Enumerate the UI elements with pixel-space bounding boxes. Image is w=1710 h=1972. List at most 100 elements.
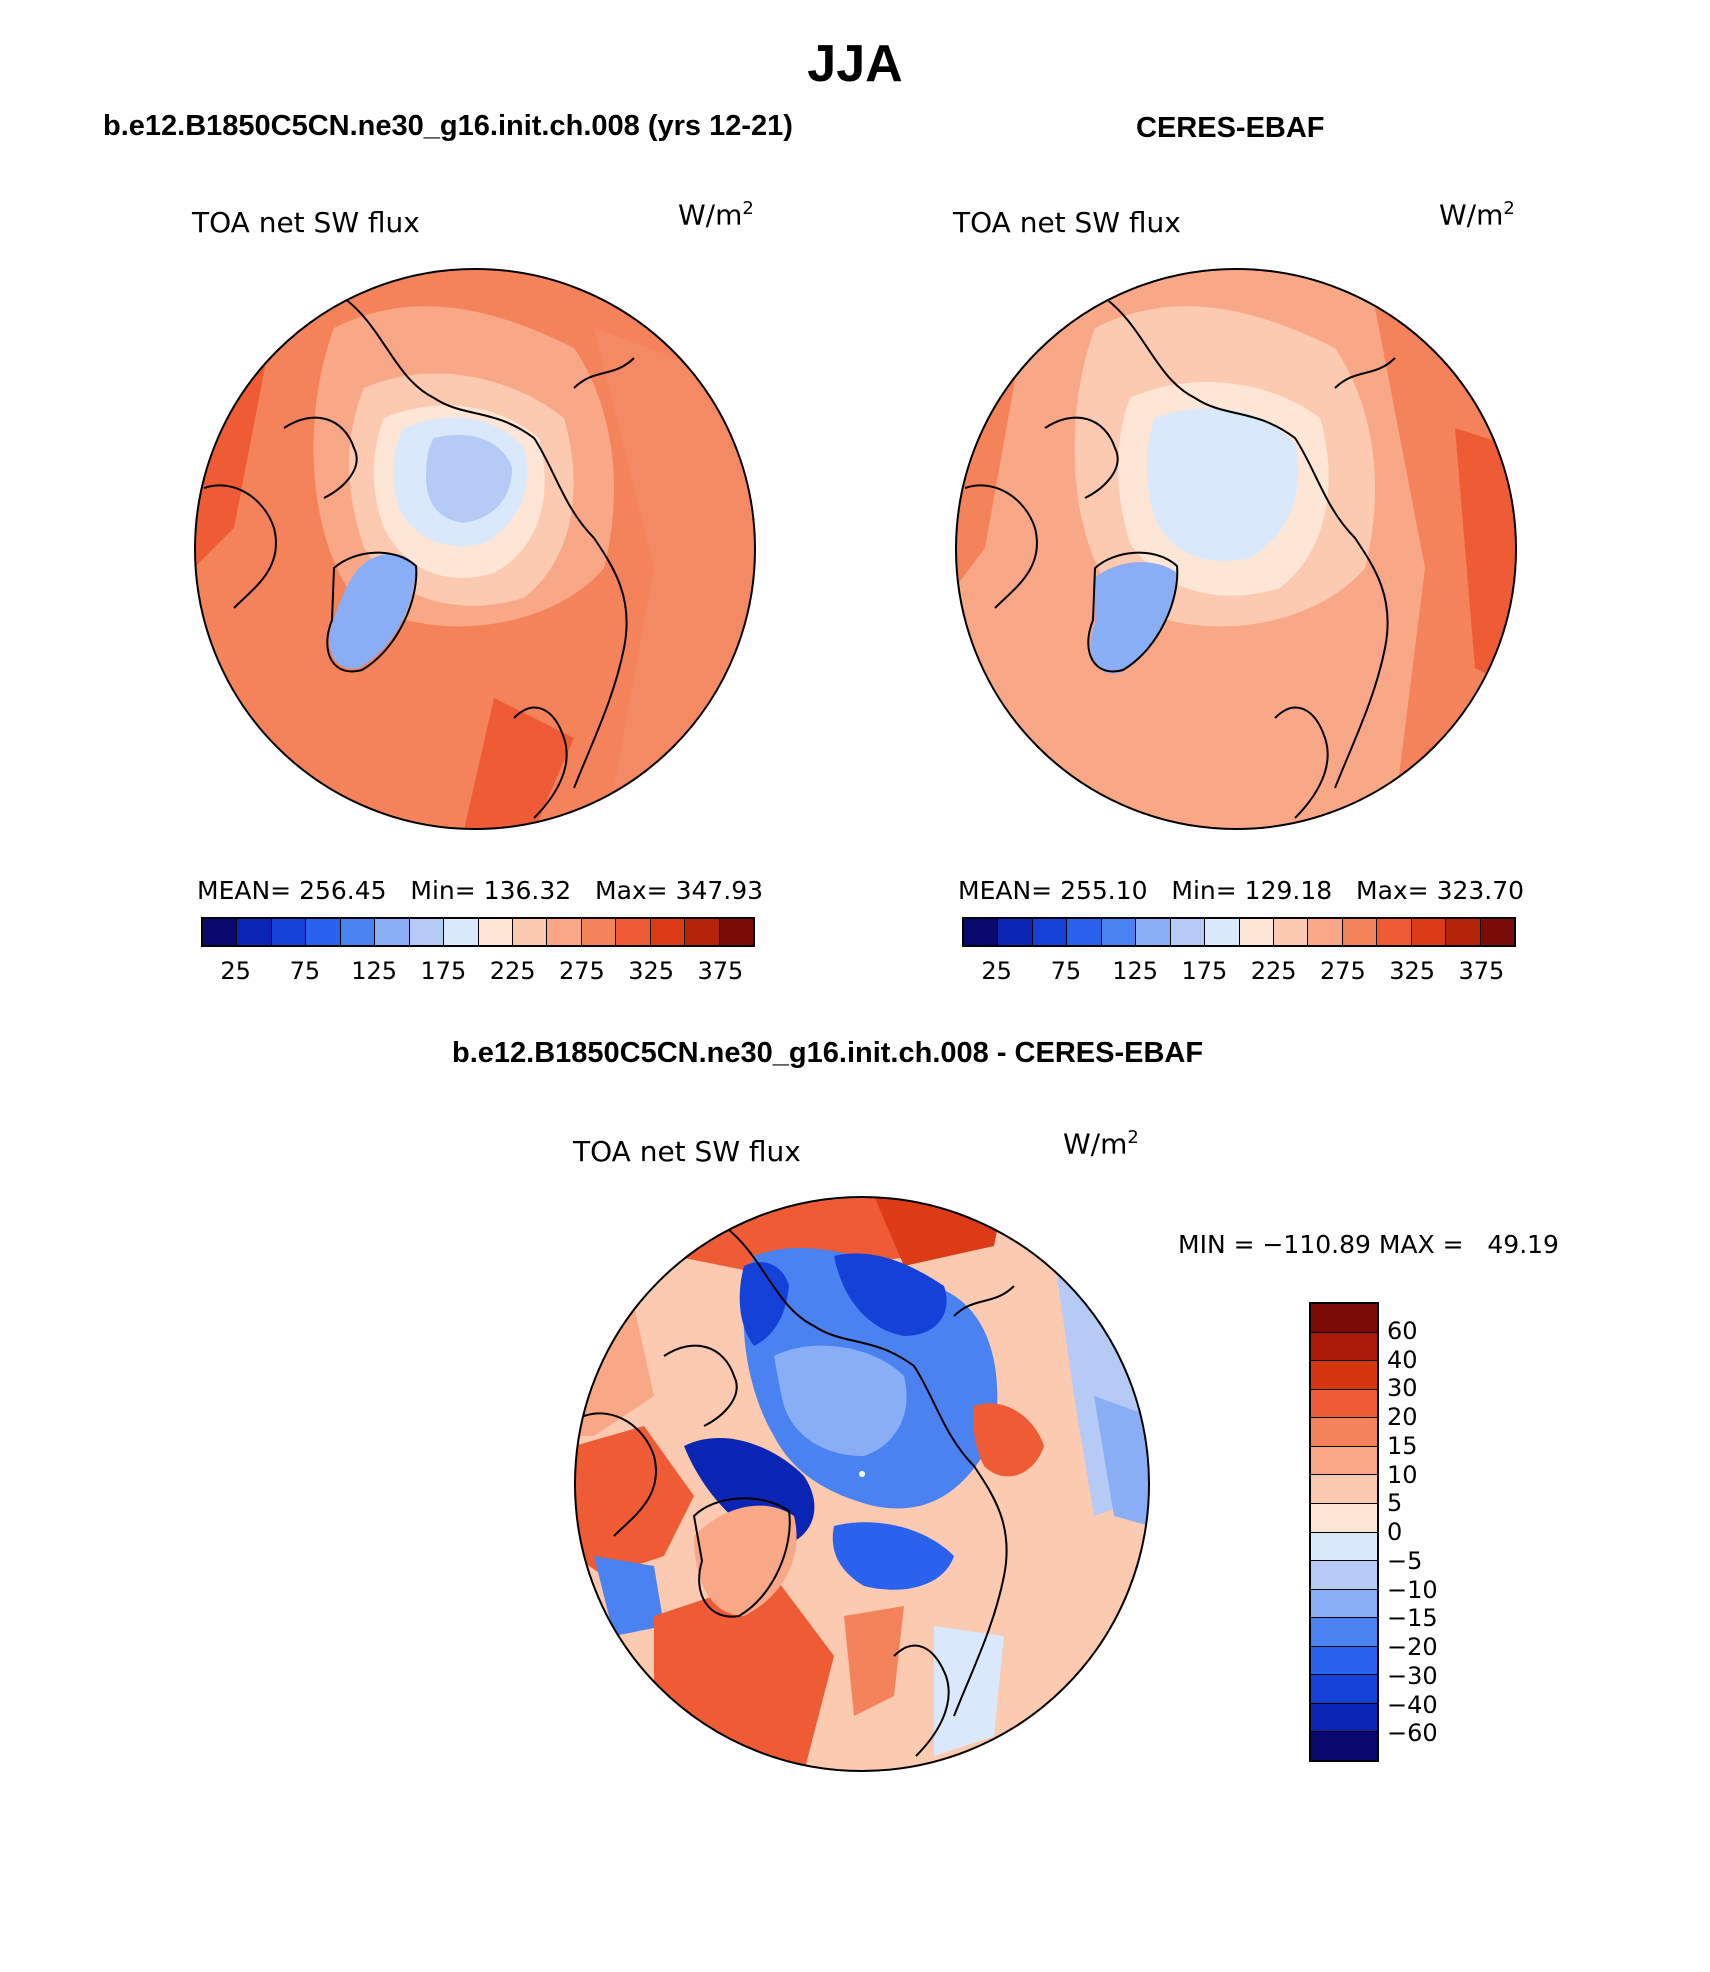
colorbar-tick-label: 175 xyxy=(1181,957,1228,985)
map-boundary xyxy=(194,268,756,830)
colorbar-swatch xyxy=(1342,919,1378,945)
colorbar-tick-label: 10 xyxy=(1387,1460,1418,1489)
colorbar-swatch xyxy=(1446,919,1481,945)
colorbar-swatch xyxy=(271,919,307,945)
colorbar-tick-label: 0 xyxy=(1387,1518,1403,1546)
polar-map-model xyxy=(194,268,756,830)
colorbar-swatch xyxy=(964,919,999,945)
colorbar-tick-label: 225 xyxy=(1250,957,1297,985)
colorbar-swatch xyxy=(1311,1703,1377,1733)
figure-title: JJA xyxy=(807,35,903,93)
colorbar-tick-label: 25 xyxy=(981,957,1012,985)
colorbar-swatch xyxy=(1239,919,1274,945)
panel-title-obs: CERES-EBAF xyxy=(1136,112,1325,144)
colorbar-swatch xyxy=(1311,1646,1377,1676)
colorbar-tick-label: −60 xyxy=(1387,1719,1438,1748)
colorbar-swatch xyxy=(1311,1675,1377,1704)
colorbar-swatch xyxy=(1311,1418,1377,1447)
colorbar-tick-label: 40 xyxy=(1387,1345,1418,1374)
colorbar-tick-label: 325 xyxy=(628,957,675,985)
colorbar-tick-label: 375 xyxy=(1458,957,1505,985)
colorbar-tick-label: 25 xyxy=(220,957,251,985)
plot-label-obs: TOA net SW flux xyxy=(953,206,1181,239)
colorbar-swatch xyxy=(409,919,445,945)
colorbar-swatch xyxy=(1311,1475,1377,1504)
panel-title-diff: b.e12.B1850C5CN.ne30_g16.init.ch.008 - C… xyxy=(452,1037,1204,1069)
colorbar-obs xyxy=(962,917,1516,947)
colorbar-tick-label: −40 xyxy=(1387,1690,1438,1719)
colorbar-swatch xyxy=(1101,919,1137,945)
stats-obs: MEAN= 255.10 Min= 129.18 Max= 323.70 xyxy=(958,876,1525,905)
colorbar-tick-label: −15 xyxy=(1387,1604,1438,1633)
colorbar-swatch xyxy=(1308,919,1343,945)
units-model: W/m2 xyxy=(678,198,754,232)
colorbar-tick-label: 75 xyxy=(289,957,321,985)
colorbar-swatch xyxy=(1311,1589,1377,1619)
colorbar-swatch xyxy=(1273,919,1309,945)
colorbar-swatch xyxy=(1205,919,1240,945)
colorbar-tick-label: 175 xyxy=(420,957,467,985)
colorbar-swatch xyxy=(1311,1304,1377,1333)
colorbar-swatch xyxy=(340,919,376,945)
colorbar-tick-label: 60 xyxy=(1387,1316,1418,1345)
polar-map-obs xyxy=(955,268,1517,830)
colorbar-swatch xyxy=(1136,919,1171,945)
colorbar-swatch xyxy=(1377,919,1412,945)
colorbar-swatch xyxy=(719,919,753,945)
colorbar-swatch xyxy=(1311,1532,1377,1562)
map-boundary xyxy=(574,1196,1150,1772)
colorbar-swatch xyxy=(685,919,720,945)
polar-map-diff xyxy=(574,1196,1150,1772)
colorbar-swatch xyxy=(375,919,410,945)
colorbar-tick-label: 75 xyxy=(1050,957,1082,985)
colorbar-swatch xyxy=(1480,919,1514,945)
units-diff: W/m2 xyxy=(1063,1127,1139,1161)
colorbar-swatch xyxy=(306,919,341,945)
colorbar-swatch xyxy=(616,919,651,945)
colorbar-swatch xyxy=(1311,1618,1377,1647)
colorbar-swatch xyxy=(512,919,548,945)
colorbar-swatch xyxy=(1311,1503,1377,1533)
colorbar-swatch xyxy=(1311,1561,1377,1590)
colorbar-tick-label: −10 xyxy=(1387,1575,1438,1604)
colorbar-swatch xyxy=(998,919,1033,945)
colorbar-swatch xyxy=(1411,919,1447,945)
colorbar-swatch xyxy=(478,919,513,945)
stats-model: MEAN= 256.45 Min= 136.32 Max= 347.93 xyxy=(197,876,764,905)
colorbar-swatch xyxy=(650,919,686,945)
colorbar-swatch xyxy=(1311,1389,1377,1419)
colorbar-swatch xyxy=(203,919,238,945)
units-obs: W/m2 xyxy=(1439,198,1515,232)
plot-label-model: TOA net SW flux xyxy=(192,206,420,239)
colorbar-swatch xyxy=(1067,919,1102,945)
colorbar-tick-label: −5 xyxy=(1387,1546,1423,1575)
colorbar-tick-label: 125 xyxy=(351,957,398,985)
colorbar-tick-label: 20 xyxy=(1387,1403,1418,1431)
colorbar-tick-label: 325 xyxy=(1389,957,1436,985)
colorbar-swatch xyxy=(444,919,479,945)
map-boundary xyxy=(955,268,1517,830)
colorbar-model xyxy=(201,917,755,947)
colorbar-swatch xyxy=(1311,1361,1377,1390)
colorbar-swatch xyxy=(1311,1446,1377,1476)
colorbar-swatch xyxy=(1311,1732,1377,1760)
pole-marker xyxy=(859,1471,865,1477)
plot-label-diff: TOA net SW flux xyxy=(573,1135,801,1168)
stats-diff: MIN = −110.89 MAX = 49.19 xyxy=(1178,1230,1559,1259)
colorbar-swatch xyxy=(1032,919,1068,945)
colorbar-tick-label: 275 xyxy=(1319,957,1366,985)
colorbar-swatch xyxy=(1170,919,1206,945)
colorbar-tick-label: −20 xyxy=(1387,1633,1438,1661)
panel-title-model: b.e12.B1850C5CN.ne30_g16.init.ch.008 (yr… xyxy=(103,110,793,142)
colorbar-diff xyxy=(1309,1302,1379,1762)
colorbar-swatch xyxy=(237,919,272,945)
colorbar-tick-label: 375 xyxy=(697,957,744,985)
colorbar-tick-label: 125 xyxy=(1112,957,1159,985)
colorbar-tick-label: 5 xyxy=(1387,1489,1403,1518)
colorbar-tick-label: 30 xyxy=(1387,1374,1418,1403)
colorbar-swatch xyxy=(581,919,617,945)
colorbar-tick-label: 275 xyxy=(558,957,605,985)
colorbar-tick-label: 15 xyxy=(1387,1431,1418,1460)
colorbar-swatch xyxy=(547,919,582,945)
colorbar-tick-label: −30 xyxy=(1387,1661,1438,1690)
